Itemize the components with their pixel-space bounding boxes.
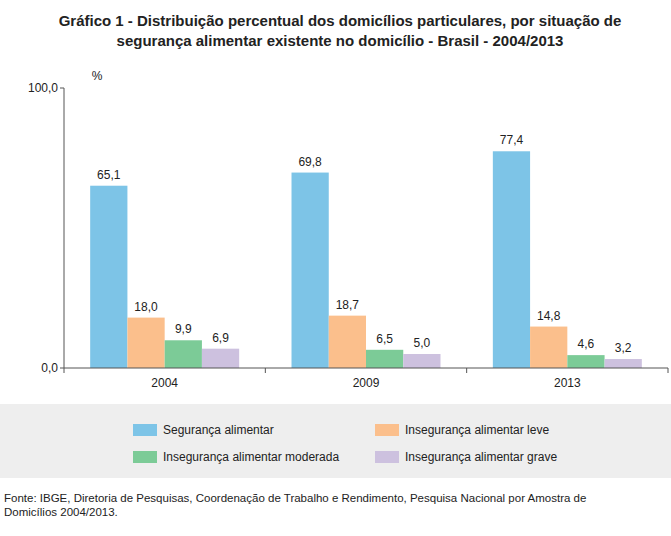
data-label: 14,8 xyxy=(537,309,561,323)
y-axis xyxy=(64,88,65,368)
plot-background xyxy=(0,64,671,404)
bar xyxy=(202,349,239,368)
bar xyxy=(329,316,366,368)
y-axis-label: % xyxy=(92,69,103,83)
legend-label: Segurança alimentar xyxy=(163,423,274,437)
data-label: 6,9 xyxy=(212,331,229,345)
data-label: 77,4 xyxy=(500,133,524,147)
legend-swatch xyxy=(133,424,157,436)
legend-swatch xyxy=(375,451,399,463)
data-label: 18,0 xyxy=(134,300,158,314)
source-note: Domicílios 2004/2013. xyxy=(4,506,118,518)
x-tick xyxy=(466,368,467,373)
data-label: 18,7 xyxy=(336,298,360,312)
legend-swatch xyxy=(375,424,399,436)
panel-background xyxy=(0,64,671,478)
bar xyxy=(567,355,604,368)
source-note: Fonte: IBGE, Diretoria de Pesquisas, Coo… xyxy=(4,492,586,504)
legend-swatch xyxy=(133,451,157,463)
bar xyxy=(165,340,202,368)
x-tick-label: 2013 xyxy=(554,376,581,390)
title: Gráfico 1 - Distribuição percentual dos … xyxy=(59,12,622,29)
data-label: 65,1 xyxy=(97,168,121,182)
y-tick xyxy=(60,368,64,369)
legend-label: Insegurança alimentar moderada xyxy=(163,450,339,464)
bar xyxy=(605,359,642,368)
bar xyxy=(90,186,127,368)
x-tick xyxy=(668,368,669,373)
data-label: 9,9 xyxy=(175,322,192,336)
x-tick xyxy=(265,368,266,373)
x-tick-label: 2004 xyxy=(151,376,178,390)
x-tick-label: 2009 xyxy=(353,376,380,390)
bar xyxy=(403,354,440,368)
bar xyxy=(292,173,329,368)
data-label: 4,6 xyxy=(578,337,595,351)
data-label: 3,2 xyxy=(615,341,632,355)
data-labels: 65,1 18,0 9,9 6,9 69,8 18,7 6,5 5,0 77,4 14,8 4,6 3… xyxy=(97,133,632,355)
data-label: 6,5 xyxy=(376,332,393,346)
legend-label: Insegurança alimentar grave xyxy=(405,450,557,464)
y-tick-label: 100,0 xyxy=(28,81,58,95)
data-label: 5,0 xyxy=(414,336,431,350)
bar xyxy=(493,151,530,368)
data-label: 69,8 xyxy=(298,155,322,169)
bar xyxy=(127,318,164,368)
y-tick xyxy=(60,88,64,89)
title: segurança alimentar existente no domicíl… xyxy=(117,32,564,49)
legend-label: Insegurança alimentar leve xyxy=(405,423,549,437)
x-axis xyxy=(64,368,668,369)
y-tick-label: 0,0 xyxy=(41,361,58,375)
x-tick xyxy=(64,368,65,373)
bar xyxy=(530,327,567,368)
bar xyxy=(366,350,403,368)
bars xyxy=(90,151,642,368)
